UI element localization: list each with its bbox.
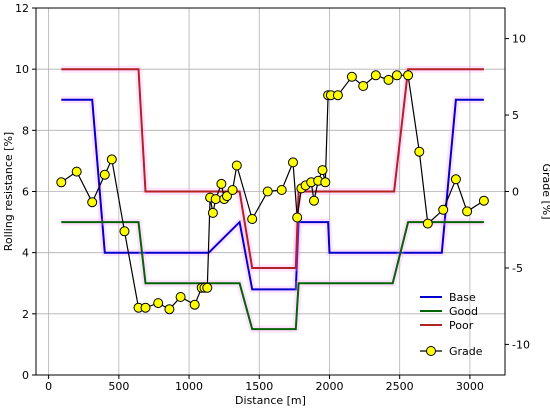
x-tick-label: 2500 [386, 380, 414, 393]
grade-point [309, 195, 319, 206]
grade-point [292, 212, 303, 223]
grade-point [207, 207, 218, 218]
y-right-tick-label: -5 [512, 262, 523, 275]
grade-point [87, 197, 98, 208]
legend-poor-label: Poor [449, 319, 474, 332]
y-left-tick-label: 0 [22, 369, 29, 382]
grade-point [414, 146, 425, 157]
y-axis-left-label: Rolling resistance [%] [2, 132, 15, 251]
y-right-tick-label: 10 [512, 33, 526, 46]
x-tick-label: 0 [45, 380, 52, 393]
base-line [61, 98, 484, 291]
y-axis-right-label: Grade [%] [540, 163, 550, 219]
y-left-tick-label: 10 [15, 63, 29, 76]
grade-point [99, 169, 110, 180]
grade-point [262, 186, 273, 197]
grade-point [288, 157, 298, 168]
grade-point [370, 70, 381, 81]
y-left-tick-label: 6 [22, 186, 29, 199]
x-tick-label: 500 [108, 380, 129, 393]
grade-point [450, 174, 461, 185]
plot-frame [35, 7, 506, 376]
grade-point [383, 74, 394, 85]
x-axis-label: Distance [m] [235, 394, 306, 407]
grade-markers [56, 70, 489, 315]
x-tick-label: 1500 [245, 380, 273, 393]
grade-point [227, 185, 238, 195]
grade-point [216, 178, 227, 189]
grade-point [478, 195, 489, 206]
legend-grade-label: Grade [449, 345, 483, 358]
grade-point [403, 70, 414, 81]
x-tick-label: 3000 [456, 380, 484, 393]
grade-point [358, 81, 369, 91]
grade-point [247, 214, 258, 224]
y-left-tick-label: 4 [22, 247, 29, 260]
grade-point [106, 154, 117, 165]
grade-point [317, 165, 328, 176]
grade-point [140, 302, 151, 313]
grade-point [462, 206, 473, 217]
grade-point [346, 71, 357, 82]
y-right-tick-label: 5 [512, 109, 519, 122]
grade-point [153, 298, 164, 309]
x-tick-label: 1000 [175, 380, 203, 393]
grade-point [56, 177, 67, 188]
grade-point [222, 191, 232, 202]
grade-point [422, 218, 433, 229]
legend-base-label: Base [449, 291, 476, 304]
grade-point [438, 204, 449, 215]
poor-line [61, 68, 484, 269]
grade-point [332, 90, 343, 101]
grade-point [119, 226, 130, 237]
good-line [61, 221, 484, 331]
series-lines [60, 65, 485, 333]
y-left-tick-label: 8 [22, 124, 29, 137]
grade-point [391, 70, 402, 81]
y-left-tick-label: 12 [15, 2, 29, 15]
grade-point [231, 160, 242, 171]
ticks: 0 500 1000 1500 2000 2500 3000 0 2 4 6 8 10 12 -10 -5 0 5… [15, 2, 530, 393]
y-right-tick-label: -10 [512, 338, 530, 351]
grade-point [175, 292, 186, 302]
grade-point [276, 185, 287, 195]
grade-point [189, 299, 200, 310]
grade-point [210, 194, 221, 205]
legend-grade-marker [426, 346, 436, 356]
x-tick-label: 2000 [315, 380, 343, 393]
grade-point [202, 282, 213, 293]
y-right-tick-label: 0 [512, 186, 519, 199]
grade-point [164, 304, 175, 315]
grade-point [320, 177, 331, 188]
legend-good-label: Good [449, 305, 478, 318]
y-left-tick-label: 2 [22, 308, 29, 321]
grade-point [71, 166, 82, 177]
